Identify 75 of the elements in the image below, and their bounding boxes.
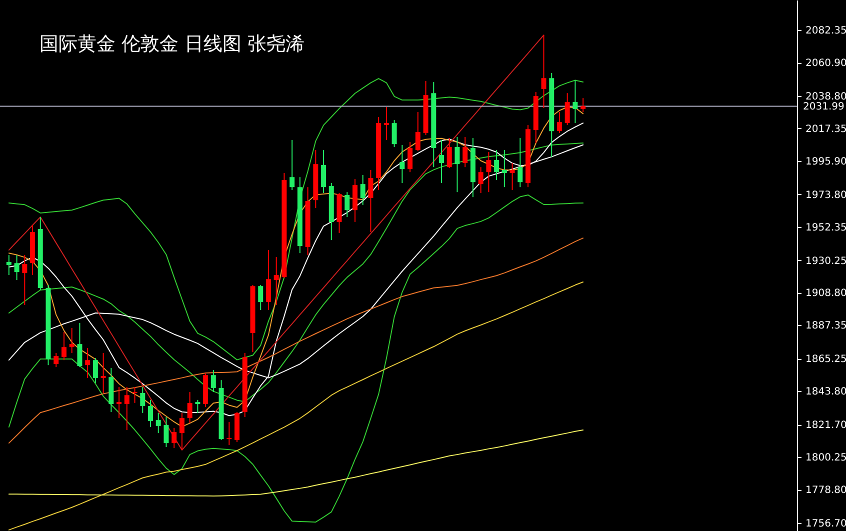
candlestick — [439, 140, 444, 184]
candlestick — [258, 284, 264, 310]
candlestick — [541, 34, 546, 109]
y-tick-label: 2038.80 — [806, 91, 846, 102]
candlestick — [85, 347, 90, 378]
candlestick — [564, 92, 570, 126]
candlestick — [187, 392, 192, 424]
y-tick-label: 2017.35 — [806, 124, 846, 135]
candlestick — [408, 141, 413, 173]
candlestick — [502, 150, 507, 188]
candlestick — [226, 422, 232, 446]
line-series — [8, 238, 584, 444]
candlestick — [344, 192, 350, 218]
y-tick-label: 1930.25 — [806, 256, 846, 267]
candlestick — [510, 162, 515, 190]
candlestick — [92, 357, 98, 384]
y-tick-label: 1800.25 — [806, 452, 846, 464]
y-tick-label: 1973.80 — [806, 190, 846, 201]
y-tick-label: 2082.35 — [806, 26, 846, 37]
candlestick — [486, 151, 492, 193]
line-series — [8, 282, 584, 530]
y-tick-label: 1952.35 — [806, 222, 846, 234]
candlestick — [61, 332, 66, 361]
candlestick — [210, 369, 216, 393]
candlestick — [140, 386, 146, 414]
text: 国际黄金 伦敦金 日线图 张尧浠 — [40, 33, 305, 55]
y-tick-label: 1821.70 — [806, 420, 846, 432]
candlestick — [124, 386, 130, 431]
y-tick-label: 1908.80 — [806, 288, 846, 300]
candlestick — [77, 322, 82, 368]
candlestick — [392, 120, 397, 148]
y-tick-label: 1778.80 — [806, 485, 846, 496]
candlestick — [446, 138, 452, 169]
y-tick-label: 1995.90 — [806, 156, 846, 168]
candlestick — [195, 399, 200, 414]
candlestick — [179, 412, 184, 451]
candlestick — [116, 386, 122, 419]
candlestick — [156, 412, 161, 434]
candlestick — [572, 80, 578, 124]
y-tick-label: 1865.25 — [806, 354, 846, 366]
y-tick-label: 1843.80 — [806, 386, 846, 398]
candlestick — [518, 138, 523, 188]
line-series — [8, 430, 584, 497]
line-series — [8, 194, 584, 523]
candlestick — [384, 106, 389, 141]
candlestick — [69, 328, 74, 354]
candlestick — [14, 254, 20, 281]
candlestick — [360, 174, 366, 206]
candlestick — [556, 112, 562, 134]
candlestick — [100, 352, 106, 394]
candlestick — [172, 427, 177, 449]
line-series — [8, 78, 584, 360]
candlestick — [462, 136, 468, 168]
candlestick — [290, 140, 295, 190]
ref-line-label: 2031.99 — [803, 101, 844, 112]
line-series — [8, 34, 544, 451]
y-tick-label: 2060.90 — [806, 58, 846, 70]
candlestick — [164, 416, 169, 448]
candlestick — [580, 98, 586, 113]
candlestick — [148, 399, 153, 428]
candlestick — [400, 144, 405, 184]
candlestick — [478, 166, 484, 194]
candlestick — [22, 254, 28, 306]
candlestick — [54, 352, 59, 368]
candlestick — [6, 254, 12, 276]
candlestick — [132, 386, 138, 404]
candlestick — [454, 136, 460, 193]
candlestick — [321, 150, 326, 194]
candlestick — [415, 112, 420, 152]
candlestick — [266, 250, 271, 310]
y-tick-label: 1887.35 — [806, 320, 846, 332]
candlestick — [274, 256, 279, 306]
candlestick — [494, 150, 500, 180]
y-tick-label: 1756.70 — [806, 518, 846, 530]
candlestick — [368, 169, 374, 233]
